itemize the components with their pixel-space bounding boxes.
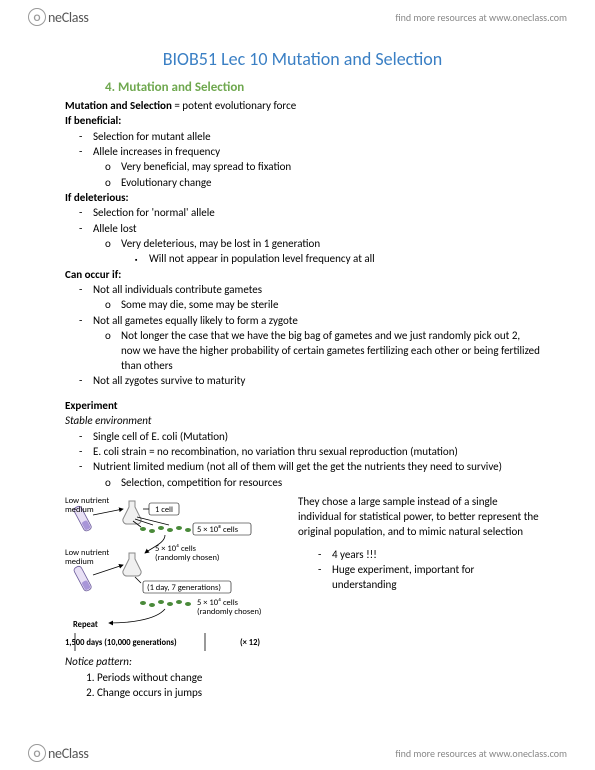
- deleterious-heading: If deleterious:: [65, 191, 540, 206]
- list-item: E. coli strain = no recombination, no va…: [93, 445, 540, 460]
- list-item: Some may die, some may be sterile: [121, 298, 540, 313]
- diag-x12: (× 12): [240, 638, 260, 648]
- list-item: Selection for 'normal' allele: [93, 206, 540, 221]
- list-item: Change occurs in jumps: [97, 686, 540, 701]
- list-item: Huge experiment, important for understan…: [332, 563, 540, 593]
- brand-logo-footer: O neClass: [28, 744, 89, 762]
- brand-logo: O neClass: [28, 8, 89, 26]
- document-body: BIOB51 Lec 10 Mutation and Selection 4. …: [0, 0, 595, 742]
- list-item: Allele increases in frequency Very benef…: [93, 145, 540, 191]
- diag-label2: Low nutrientmedium: [65, 548, 109, 567]
- experiment-heading: Experiment: [65, 399, 540, 414]
- diag-repeat: Repeat: [73, 620, 98, 630]
- list-item: Not all zygotes survive to maturity: [93, 374, 540, 389]
- diag-pop2b: 5 × 10⁴ cells(randomly chosen): [197, 598, 262, 617]
- header-resources-link[interactable]: find more resources at www.oneclass.com: [395, 11, 567, 24]
- list-item: Very beneficial, may spread to fixation: [121, 160, 540, 175]
- diag-pop2a: 5 × 10⁴ cells(randomly chosen): [155, 544, 220, 563]
- canoccur-list: Not all individuals contribute gametes S…: [65, 283, 540, 389]
- page-title: BIOB51 Lec 10 Mutation and Selection: [65, 48, 540, 70]
- list-text: Nutrient limited medium (not all of them…: [93, 460, 502, 473]
- notice-list: Periods without change Change occurs in …: [65, 671, 540, 701]
- experiment-list: Single cell of E. coli (Mutation) E. col…: [65, 430, 540, 491]
- diag-gen: 1,500 days (10,000 generations): [65, 638, 177, 648]
- list-text: Not all gametes equally likely to form a…: [93, 314, 298, 327]
- intro-bold: Mutation and Selection: [65, 99, 172, 112]
- list-item: Not all gametes equally likely to form a…: [93, 314, 540, 374]
- diag-label: Low nutrientmedium: [65, 496, 109, 515]
- side-paragraph: They chose a large sample instead of a s…: [298, 495, 540, 540]
- page-header: O neClass find more resources at www.one…: [0, 0, 595, 34]
- list-item: Allele lost Very deleterious, may be los…: [93, 222, 540, 268]
- section-heading: 4. Mutation and Selection: [105, 80, 540, 95]
- experiment-side-text: They chose a large sample instead of a s…: [298, 495, 540, 655]
- logo-icon: O: [28, 744, 46, 762]
- diag-pop1: 5 × 10⁸ cells: [197, 525, 239, 535]
- list-item: Nutrient limited medium (not all of them…: [93, 460, 540, 490]
- logo-icon: O: [28, 8, 46, 26]
- diag-day7: (1 day, 7 generations): [147, 583, 221, 593]
- footer-resources-link[interactable]: find more resources at www.oneclass.com: [395, 747, 567, 760]
- list-item: 4 years !!!: [332, 548, 540, 563]
- intro-rest: = potent evolutionary force: [172, 99, 296, 112]
- beneficial-list: Selection for mutant allele Allele incre…: [65, 130, 540, 191]
- page-footer: O neClass find more resources at www.one…: [0, 736, 595, 770]
- experiment-diagram: Low nutrientmedium 1 cell 5 × 10⁸ cells: [65, 495, 290, 655]
- brand-text-footer: neClass: [48, 745, 89, 762]
- list-item: Not longer the case that we have the big…: [121, 329, 540, 374]
- brand-text: neClass: [48, 9, 89, 26]
- list-item: Periods without change: [97, 671, 540, 686]
- list-item: Single cell of E. coli (Mutation): [93, 430, 540, 445]
- notice-heading: Notice pattern:: [65, 655, 540, 670]
- experiment-figure-row: Low nutrientmedium 1 cell 5 × 10⁸ cells: [65, 495, 540, 655]
- list-item: Will not appear in population level freq…: [149, 252, 540, 267]
- deleterious-list: Selection for 'normal' allele Allele los…: [65, 206, 540, 267]
- list-item: Evolutionary change: [121, 176, 540, 191]
- list-text: Very deleterious, may be lost in 1 gener…: [121, 237, 320, 250]
- list-item: Selection, competition for resources: [121, 476, 540, 491]
- beneficial-heading: If beneficial:: [65, 114, 540, 129]
- list-text: Not all individuals contribute gametes: [93, 283, 262, 296]
- intro-line: Mutation and Selection = potent evolutio…: [65, 99, 540, 114]
- list-text: Allele lost: [93, 222, 137, 235]
- diagram-svg: Low nutrientmedium 1 cell 5 × 10⁸ cells: [65, 495, 290, 655]
- list-text: Allele increases in frequency: [93, 145, 220, 158]
- canoccur-heading: Can occur if:: [65, 268, 540, 283]
- diag-one-cell: 1 cell: [155, 505, 173, 515]
- list-item: Very deleterious, may be lost in 1 gener…: [121, 237, 540, 267]
- list-item: Not all individuals contribute gametes S…: [93, 283, 540, 313]
- list-item: Selection for mutant allele: [93, 130, 540, 145]
- experiment-sub: Stable environment: [65, 414, 540, 429]
